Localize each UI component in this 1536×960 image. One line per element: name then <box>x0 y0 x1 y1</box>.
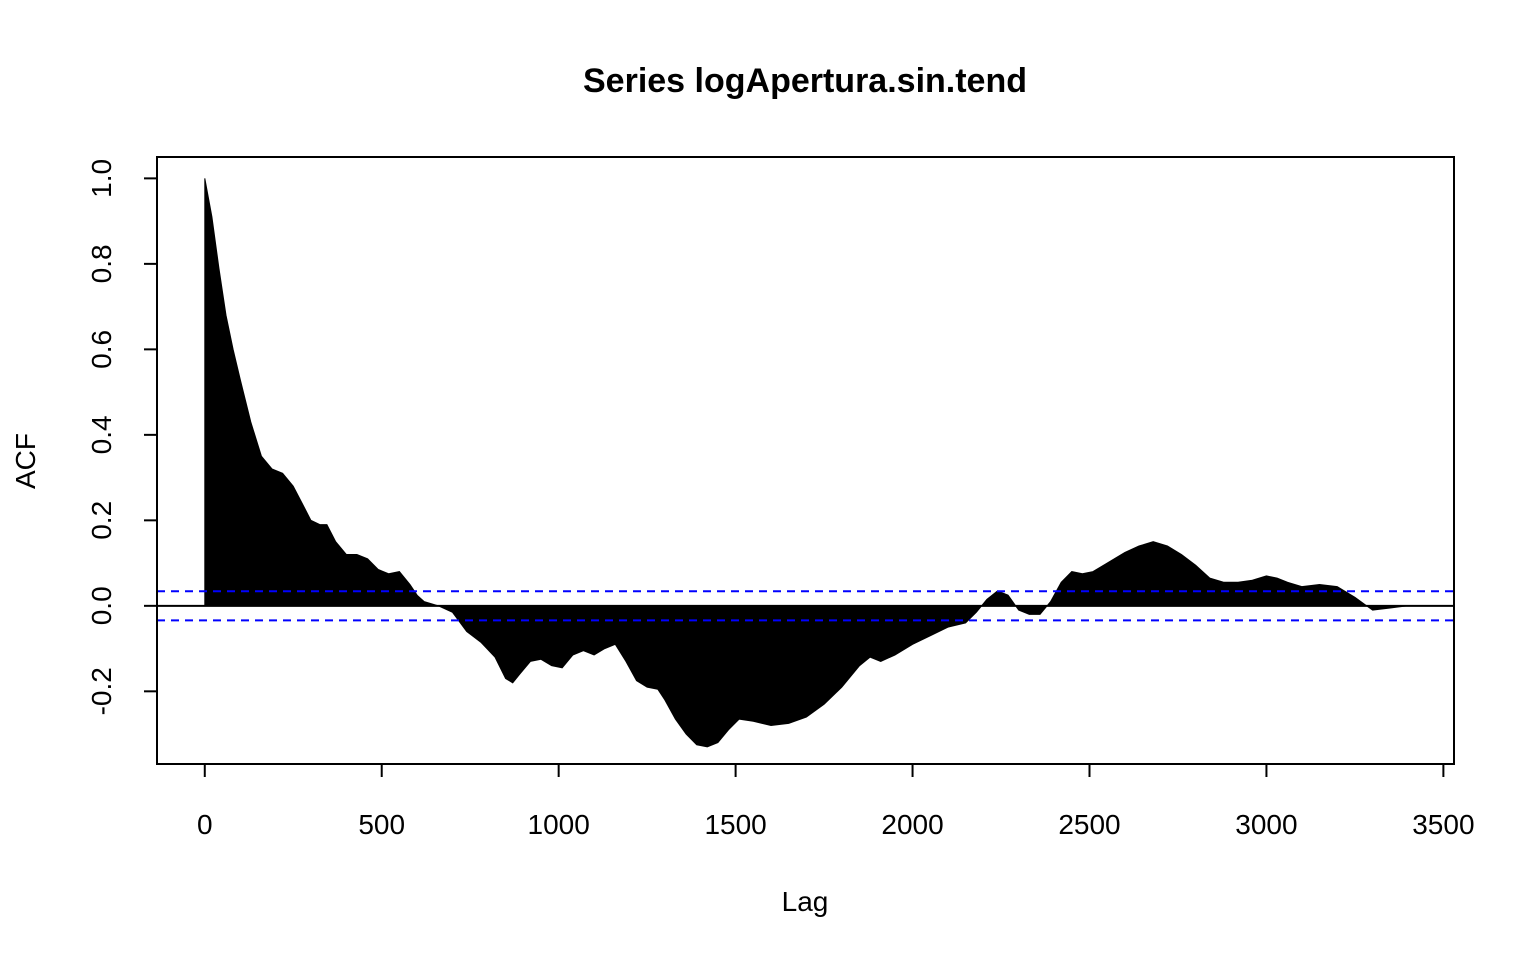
y-tick-label: 0.0 <box>86 586 117 625</box>
acf-area <box>204 178 1409 748</box>
y-tick-label: 0.8 <box>86 244 117 283</box>
x-axis: 0 500 1000 1500 2000 2500 3000 3500 <box>197 763 1475 840</box>
y-tick-label: 1.0 <box>86 159 117 198</box>
x-axis-title: Lag <box>782 886 829 917</box>
y-tick-label: -0.2 <box>86 667 117 715</box>
x-tick-label: 2500 <box>1058 809 1120 840</box>
y-axis-title: ACF <box>10 433 41 489</box>
x-tick-label: 2000 <box>881 809 943 840</box>
y-tick-label: 0.2 <box>86 501 117 540</box>
y-tick-label: 0.4 <box>86 415 117 454</box>
x-tick-label: 3500 <box>1412 809 1474 840</box>
x-tick-label: 1500 <box>704 809 766 840</box>
x-tick-label: 0 <box>197 809 213 840</box>
plot-area <box>157 178 1454 748</box>
x-tick-label: 3000 <box>1235 809 1297 840</box>
y-tick-label: 0.6 <box>86 330 117 369</box>
x-tick-label: 1000 <box>528 809 590 840</box>
chart-title: Series logApertura.sin.tend <box>583 62 1027 100</box>
y-axis: -0.2 0.0 0.2 0.4 0.6 0.8 1.0 <box>86 159 158 715</box>
x-tick-label: 500 <box>358 809 405 840</box>
